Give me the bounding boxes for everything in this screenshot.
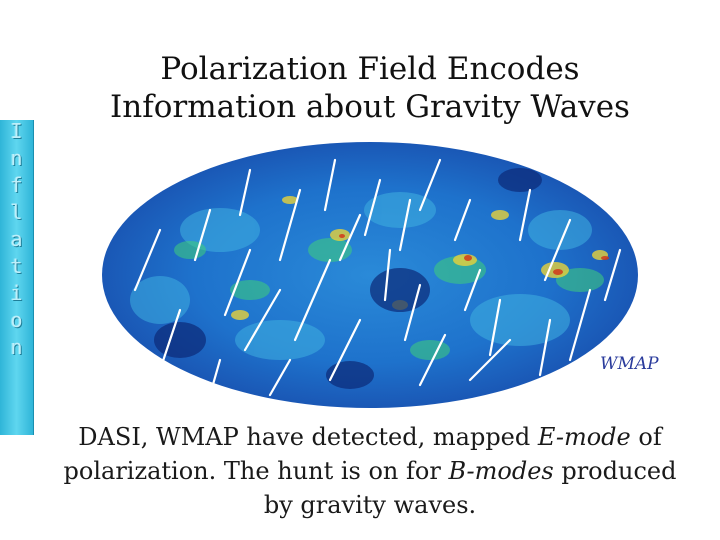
map-label: WMAP (600, 354, 659, 374)
side-letter: I (10, 119, 23, 143)
caption-emphasis-e-mode: E-mode (537, 423, 631, 451)
side-letter: o (10, 308, 23, 332)
side-letter: t (10, 254, 23, 278)
side-letter: n (10, 335, 23, 359)
caption-part-1: DASI, WMAP have detected, mapped (78, 423, 538, 451)
title-line-1: Polarization Field Encodes (160, 51, 580, 87)
title-line-2: Information about Gravity Waves (110, 89, 630, 125)
side-letter: a (10, 227, 23, 251)
side-letter: f (10, 173, 23, 197)
inflation-vertical-word: I n f l a t i o n (0, 118, 33, 361)
wmap-polarization-sky-map (102, 142, 638, 408)
slide-caption: DASI, WMAP have detected, mapped E-mode … (60, 420, 680, 522)
side-letter: n (10, 146, 23, 170)
inflation-sidebar (0, 120, 34, 435)
side-letter: l (10, 200, 23, 224)
slide-title: Polarization Field Encodes Information a… (60, 50, 680, 126)
caption-emphasis-b-modes: B-modes (448, 457, 554, 485)
caption-part-2: of polarization. The hunt is on for (63, 423, 662, 485)
caption-part-3: produced by gravity waves. (263, 457, 677, 519)
polarization-lines (133, 158, 622, 397)
side-letter: i (10, 281, 23, 305)
temperature-fluctuations (130, 168, 609, 389)
